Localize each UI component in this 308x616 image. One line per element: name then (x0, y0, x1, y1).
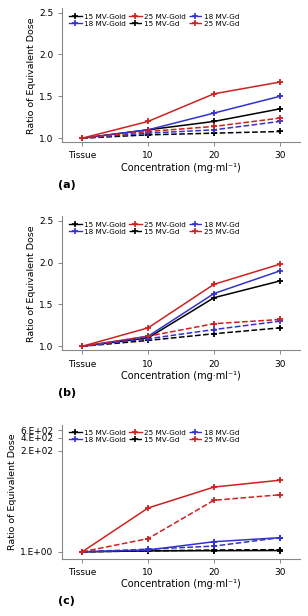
Y-axis label: Ratio of Equivalent Dose: Ratio of Equivalent Dose (8, 433, 17, 550)
Y-axis label: Ratio of Equivalent Dose: Ratio of Equivalent Dose (27, 17, 36, 134)
X-axis label: Concentration (mg·ml⁻¹): Concentration (mg·ml⁻¹) (121, 163, 241, 173)
X-axis label: Concentration (mg·ml⁻¹): Concentration (mg·ml⁻¹) (121, 580, 241, 590)
Y-axis label: Ratio of Equivalent Dose: Ratio of Equivalent Dose (27, 225, 36, 342)
Text: (b): (b) (58, 388, 76, 398)
Text: (c): (c) (58, 596, 75, 606)
Legend: 15 MV-Gold, 18 MV-Gold, 25 MV-Gold, 15 MV-Gd, 18 MV-Gd, 25 MV-Gd: 15 MV-Gold, 18 MV-Gold, 25 MV-Gold, 15 M… (66, 10, 242, 30)
Legend: 15 MV-Gold, 18 MV-Gold, 25 MV-Gold, 15 MV-Gd, 18 MV-Gd, 25 MV-Gd: 15 MV-Gold, 18 MV-Gold, 25 MV-Gold, 15 M… (66, 219, 242, 238)
X-axis label: Concentration (mg·ml⁻¹): Concentration (mg·ml⁻¹) (121, 371, 241, 381)
Text: (a): (a) (58, 180, 75, 190)
Legend: 15 MV-Gold, 18 MV-Gold, 25 MV-Gold, 15 MV-Gd, 18 MV-Gd, 25 MV-Gd: 15 MV-Gold, 18 MV-Gold, 25 MV-Gold, 15 M… (66, 427, 242, 446)
